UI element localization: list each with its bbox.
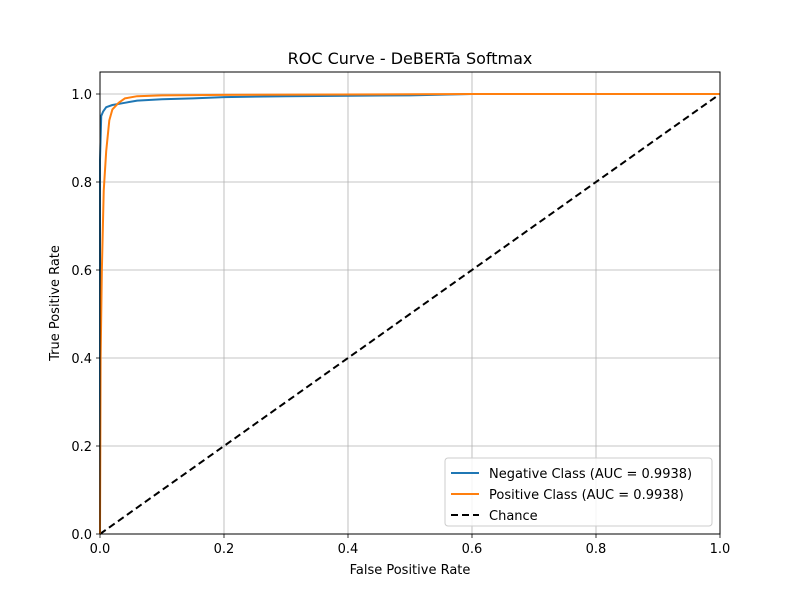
y-axis-label: True Positive Rate — [48, 245, 63, 362]
series-line-1 — [99, 93, 720, 535]
x-tick-label: 0.8 — [586, 542, 607, 557]
series-lines — [99, 93, 721, 535]
x-tick-label: 0.2 — [214, 542, 235, 557]
legend: Negative Class (AUC = 0.9938) Positive Cl… — [444, 457, 713, 527]
legend-label: Chance — [489, 509, 538, 524]
x-tick-label: 0.4 — [338, 542, 359, 557]
x-axis-label: False Positive Rate — [350, 563, 471, 578]
series-line-0 — [99, 93, 720, 534]
legend-box — [444, 457, 713, 527]
legend-label: Negative Class (AUC = 0.9938) — [489, 467, 692, 482]
axis-ticks: 0.0 0.2 0.4 0.6 0.8 1.0 0.0 0.2 0.4 0.6 0.8 1.0 — [71, 88, 730, 557]
legend-label: Positive Class (AUC = 0.9938) — [489, 488, 684, 503]
x-tick-label: 0.0 — [90, 542, 111, 557]
y-tick-label: 0.2 — [71, 440, 92, 455]
x-tick-label: 1.0 — [710, 542, 731, 557]
series-line-2 — [99, 93, 721, 535]
plot-frame — [99, 71, 721, 535]
y-tick-label: 0.6 — [71, 264, 92, 279]
x-tick-label: 0.6 — [462, 542, 483, 557]
y-tick-label: 1.0 — [71, 88, 92, 103]
y-tick-label: 0.8 — [71, 176, 92, 191]
chart-title: ROC Curve - DeBERTa Softmax — [288, 49, 533, 68]
y-tick-label: 0.0 — [71, 528, 92, 543]
y-tick-label: 0.4 — [71, 352, 92, 367]
